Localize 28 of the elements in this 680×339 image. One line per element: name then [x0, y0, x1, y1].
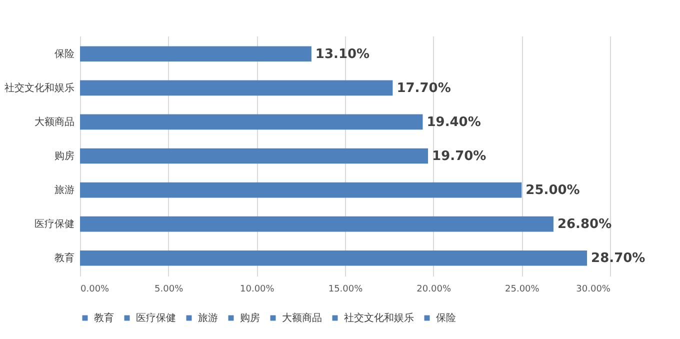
legend-label: 旅游: [198, 312, 218, 324]
data-label: 17.70%: [396, 80, 451, 96]
x-tick-label: 20.00%: [416, 284, 452, 294]
y-tick-label: 社交文化和娱乐: [4, 82, 74, 94]
x-tick-label: 5.00%: [154, 284, 184, 294]
data-label: 25.00%: [526, 183, 580, 198]
legend-label: 社交文化和娱乐: [344, 312, 414, 324]
x-tick-label: 25.00%: [505, 284, 540, 294]
y-tick-label: 教育: [54, 252, 74, 264]
y-tick-label: 大额商品: [34, 116, 74, 128]
x-tick-label: 30.00%: [576, 284, 611, 294]
x-tick-label: 0.00%: [80, 284, 110, 294]
data-label: 13.10%: [315, 46, 370, 62]
legend-label: 保险: [436, 312, 456, 324]
legend-label: 购房: [240, 312, 260, 324]
y-tick-label: 保险: [54, 48, 74, 60]
legend-label: 大额商品: [282, 312, 322, 324]
y-tick-label: 医疗保健: [34, 218, 74, 230]
data-label: 19.40%: [426, 114, 481, 130]
data-label: 28.70%: [591, 251, 646, 266]
legend-label: 医疗保健: [136, 312, 176, 324]
y-tick-label: 购房: [54, 150, 74, 162]
data-label: 26.80%: [557, 217, 612, 232]
data-label: 19.70%: [432, 149, 486, 164]
legend-label: 教育: [94, 312, 114, 324]
y-tick-label: 旅游: [54, 184, 74, 196]
x-tick-label: 10.00%: [240, 284, 275, 294]
x-tick-label: 15.00%: [328, 284, 364, 294]
